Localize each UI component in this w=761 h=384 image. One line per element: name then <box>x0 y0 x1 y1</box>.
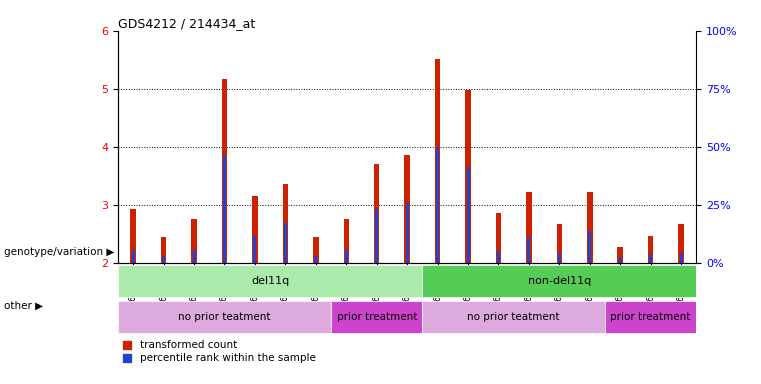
Bar <box>253 235 256 263</box>
Bar <box>223 156 226 263</box>
Bar <box>345 250 348 263</box>
Bar <box>422 301 605 333</box>
Bar <box>605 301 696 333</box>
Bar <box>497 251 500 263</box>
Text: non-del11q: non-del11q <box>527 276 591 286</box>
Bar <box>331 301 422 333</box>
Bar <box>465 90 471 263</box>
Bar <box>282 184 288 263</box>
Bar <box>221 79 228 263</box>
Bar <box>619 257 622 263</box>
Bar <box>374 164 380 263</box>
Bar <box>558 253 561 263</box>
Bar <box>436 147 439 263</box>
Bar <box>422 265 696 297</box>
Bar <box>588 231 591 263</box>
Bar <box>130 209 136 263</box>
Bar <box>404 156 410 263</box>
Bar <box>680 253 683 263</box>
Bar <box>284 223 287 263</box>
Bar <box>252 196 258 263</box>
Text: other ▶: other ▶ <box>4 300 43 310</box>
Bar <box>375 209 378 263</box>
Bar <box>617 247 623 263</box>
Bar <box>495 213 501 263</box>
Text: prior treatment: prior treatment <box>336 312 417 322</box>
Bar <box>678 224 684 263</box>
Text: GDS4212 / 214434_at: GDS4212 / 214434_at <box>118 17 255 30</box>
Text: genotype/variation ▶: genotype/variation ▶ <box>4 247 114 257</box>
Bar <box>649 254 652 263</box>
Bar <box>556 224 562 263</box>
Text: del11q: del11q <box>251 276 289 286</box>
Bar <box>313 237 319 263</box>
Bar <box>435 59 441 263</box>
Legend: transformed count, percentile rank within the sample: transformed count, percentile rank withi… <box>123 340 316 363</box>
Bar <box>527 237 530 263</box>
Bar <box>132 250 135 263</box>
Bar <box>343 219 349 263</box>
Bar <box>648 235 654 263</box>
Bar <box>193 250 196 263</box>
Bar <box>526 192 532 263</box>
Bar <box>118 301 331 333</box>
Bar <box>587 192 593 263</box>
Text: prior treatment: prior treatment <box>610 312 691 322</box>
Bar <box>162 256 165 263</box>
Bar <box>118 265 422 297</box>
Bar <box>466 167 470 263</box>
Text: no prior teatment: no prior teatment <box>178 312 271 322</box>
Bar <box>191 219 197 263</box>
Bar <box>406 203 409 263</box>
Bar <box>314 256 317 263</box>
Bar <box>161 237 167 263</box>
Text: no prior teatment: no prior teatment <box>467 312 560 322</box>
